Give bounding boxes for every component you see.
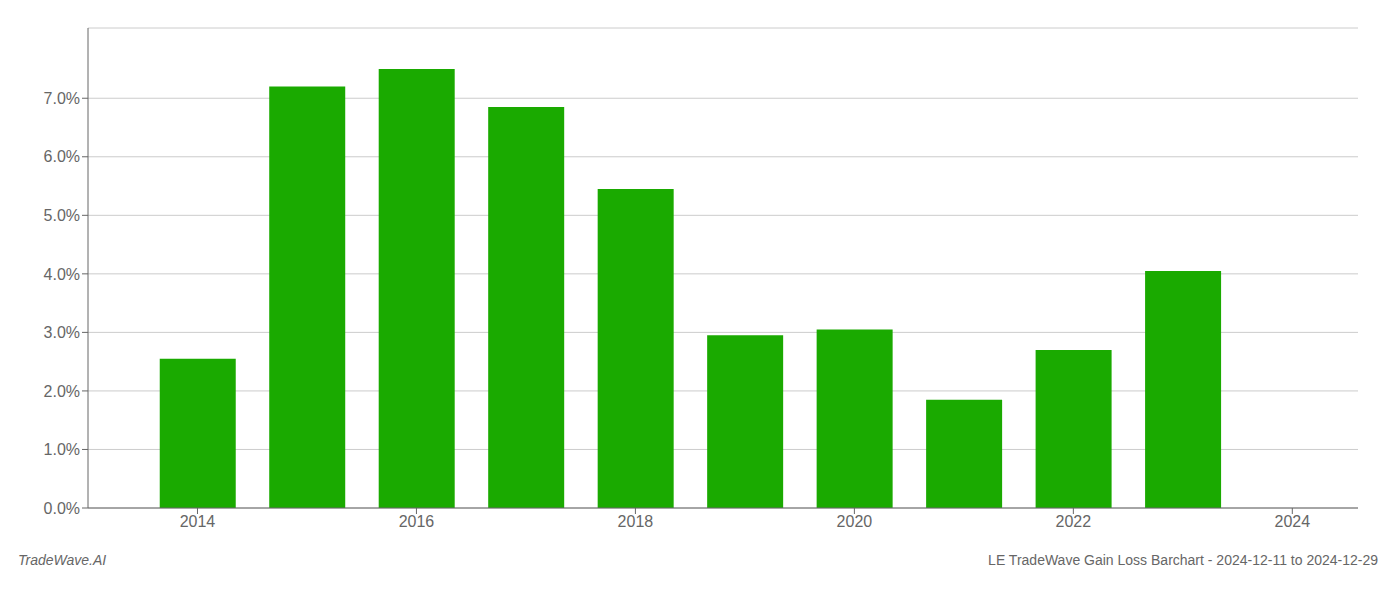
- svg-text:0.0%: 0.0%: [44, 500, 80, 517]
- svg-text:2016: 2016: [399, 513, 435, 530]
- svg-text:4.0%: 4.0%: [44, 266, 80, 283]
- svg-text:7.0%: 7.0%: [44, 90, 80, 107]
- svg-text:2020: 2020: [837, 513, 873, 530]
- svg-text:2014: 2014: [180, 513, 216, 530]
- svg-text:1.0%: 1.0%: [44, 441, 80, 458]
- svg-text:2018: 2018: [618, 513, 654, 530]
- svg-text:5.0%: 5.0%: [44, 207, 80, 224]
- svg-text:3.0%: 3.0%: [44, 324, 80, 341]
- svg-text:2024: 2024: [1275, 513, 1311, 530]
- svg-text:6.0%: 6.0%: [44, 148, 80, 165]
- svg-text:2.0%: 2.0%: [44, 383, 80, 400]
- html-text:LE TradeWave Gain Loss Barchar: LE TradeWave Gain Loss Barchart - 2024-1…: [988, 552, 1378, 568]
- html-text:TradeWave.AI: TradeWave.AI: [18, 552, 107, 568]
- svg-text:2022: 2022: [1056, 513, 1092, 530]
